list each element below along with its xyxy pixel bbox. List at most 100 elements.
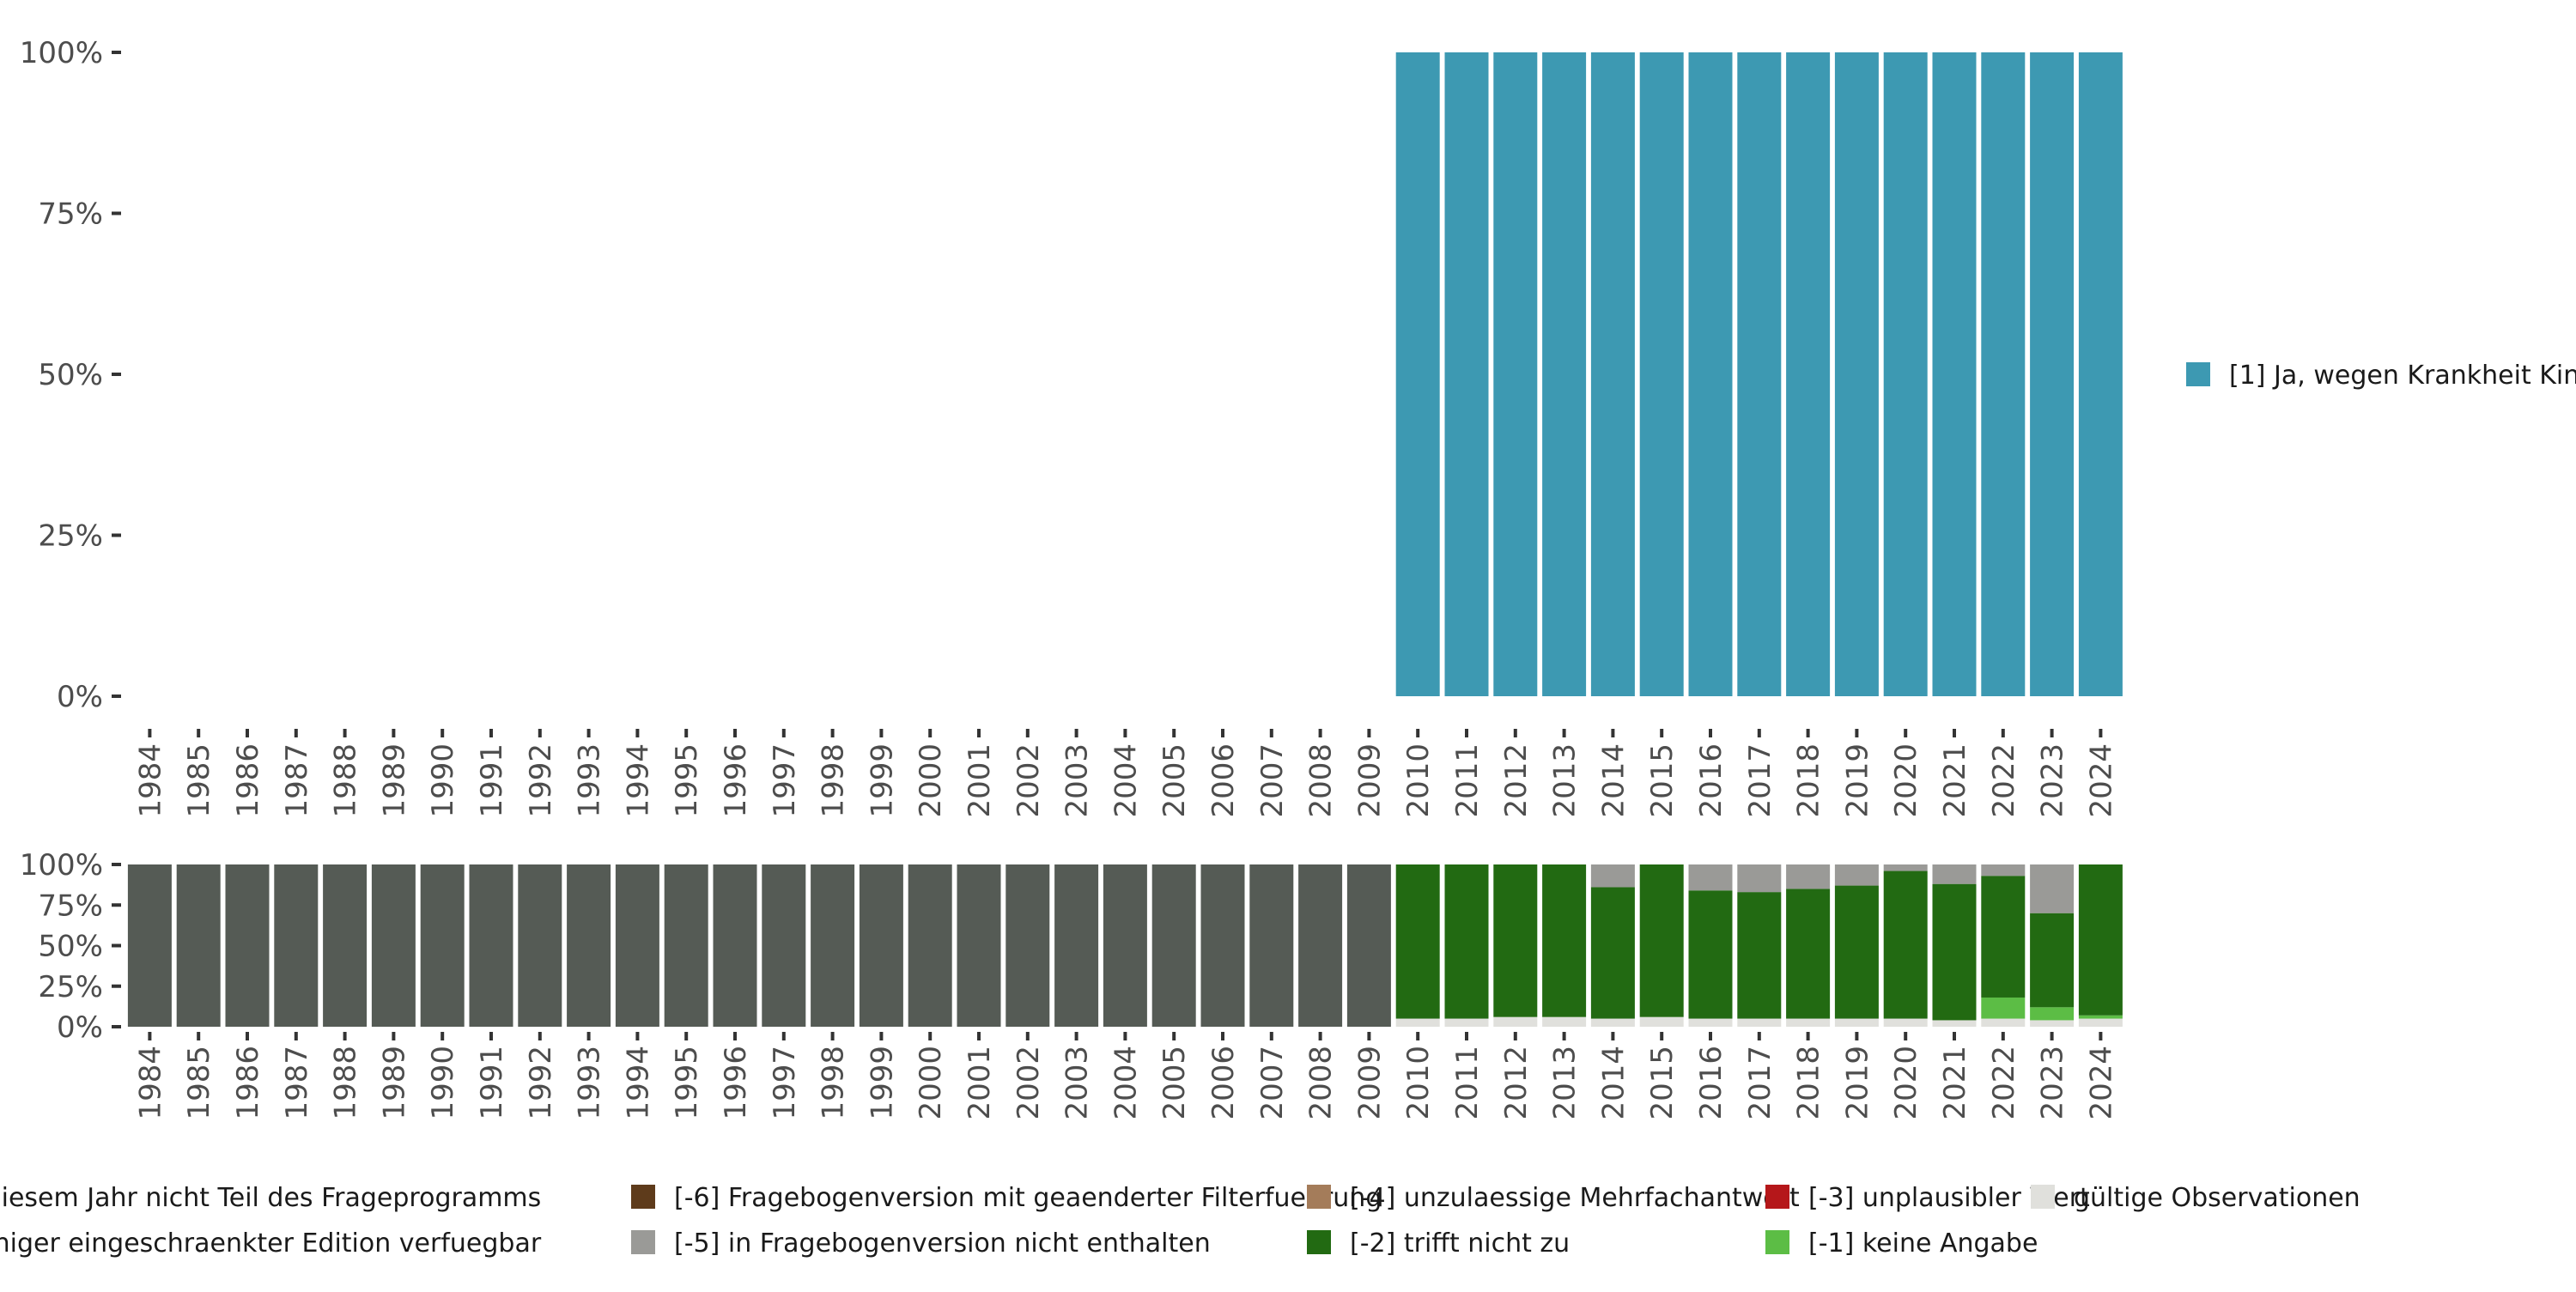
bottom-bar-segment xyxy=(1249,864,1294,1027)
bottom-xtick-label: 2018 xyxy=(1792,1046,1826,1120)
top-bar-segment xyxy=(1542,52,1587,696)
top-bar-segment xyxy=(1981,52,2026,696)
bottom-xtick-label: 2004 xyxy=(1109,1046,1143,1120)
top-bar-segment xyxy=(2030,52,2075,696)
bottom-xtick-label: 2009 xyxy=(1352,1046,1387,1120)
top-xtick-label: 2023 xyxy=(2036,743,2070,818)
top-bar-segment xyxy=(1493,52,1538,696)
top-xtick-label: 1990 xyxy=(426,743,460,818)
bottom-ytick-label: 0% xyxy=(57,1010,103,1045)
bottom-panel: 0% 25% 50% 75% 100% 1984 1985 1986 1987 1988 1989 1… xyxy=(20,848,2123,1120)
bottom-bar-segment xyxy=(1737,892,1782,1019)
top-xtick-label: 2012 xyxy=(1499,743,1534,818)
bottom-legend-swatch xyxy=(1307,1185,1331,1209)
bottom-bar-segment xyxy=(1737,1018,1782,1027)
top-xtick-label: 2010 xyxy=(1401,743,1436,818)
bottom-bar-segment xyxy=(1834,864,1879,886)
bottom-bar-segment xyxy=(1590,1018,1635,1027)
bottom-xtick-label: 1986 xyxy=(231,1046,265,1120)
top-xtick-label: 2022 xyxy=(1987,743,2021,818)
bottom-xtick-label: 2007 xyxy=(1255,1046,1290,1120)
bottom-ytick-label: 50% xyxy=(38,930,103,964)
top-bar-segment xyxy=(1883,52,1928,696)
bottom-xtick-label: 2010 xyxy=(1401,1046,1436,1120)
top-xtick-label: 2011 xyxy=(1450,743,1485,818)
bottom-bar-segment xyxy=(2078,1015,2123,1019)
bottom-xtick-label: 2022 xyxy=(1987,1046,2021,1120)
bottom-xtick-label: 2021 xyxy=(1938,1046,1972,1120)
bottom-xtick-label: 1994 xyxy=(621,1046,655,1120)
bottom-bar-segment xyxy=(1688,1018,1733,1027)
top-xtick-label: 2018 xyxy=(1792,743,1826,818)
bottom-bar-segment xyxy=(2078,1018,2123,1027)
bottom-bar-segment xyxy=(323,864,368,1027)
bottom-bar-segment xyxy=(615,864,659,1027)
bottom-legend-swatch xyxy=(631,1185,655,1209)
bottom-bar-segment xyxy=(1639,1016,1684,1027)
top-xtick-label: 1985 xyxy=(182,743,216,818)
top-xtick-label: 2005 xyxy=(1157,743,1192,818)
bottom-bar-segment xyxy=(1395,1018,1440,1027)
top-xtick-label: 2000 xyxy=(914,743,948,818)
top-xtick-label: 2008 xyxy=(1304,743,1339,818)
top-xtick-label: 1989 xyxy=(377,743,411,818)
bottom-bar-segment xyxy=(859,864,903,1027)
top-xtick-label: 2001 xyxy=(963,743,997,818)
top-bar-segment xyxy=(1444,52,1489,696)
bottom-bar-segment xyxy=(1298,864,1343,1027)
bottom-xtick-label: 1992 xyxy=(524,1046,558,1120)
bottom-bar-segment xyxy=(420,864,465,1027)
bottom-legend-swatch xyxy=(1765,1230,1789,1254)
top-bar-segment xyxy=(1688,52,1733,696)
bottom-bar-segment xyxy=(225,864,270,1027)
bottom-bar-segment xyxy=(274,864,319,1027)
bottom-xtick-label: 2020 xyxy=(1889,1046,1923,1120)
top-xtick-label: 2016 xyxy=(1694,743,1728,818)
bottom-xtick-label: 2008 xyxy=(1304,1046,1339,1120)
bottom-bar-segment xyxy=(2030,1020,2075,1027)
top-xtick-label: 2007 xyxy=(1255,743,1290,818)
bottom-xtick-label: 1989 xyxy=(377,1046,411,1120)
bottom-bar-segment xyxy=(1786,864,1831,889)
bottom-xtick-label: 2016 xyxy=(1694,1046,1728,1120)
top-legend: [1] Ja, wegen Krankheit Kind xyxy=(2186,361,2576,391)
bottom-bar-segment xyxy=(1786,889,1831,1019)
top-xtick-label: 2019 xyxy=(1840,743,1874,818)
bottom-xtick-label: 2017 xyxy=(1743,1046,1777,1120)
top-panel: 0% 25% 50% 75% 100% 1984 1985 1986 1987 1988 1989 1… xyxy=(20,36,2123,818)
top-legend-swatch xyxy=(2186,362,2210,386)
bottom-bar-segment xyxy=(567,864,611,1027)
bottom-bar-segment xyxy=(1883,864,1928,871)
top-xtick-label: 1994 xyxy=(621,743,655,818)
bottom-bar-segment xyxy=(469,864,513,1027)
bottom-xtick-label: 1987 xyxy=(280,1046,314,1120)
bottom-legend-label: [-7] nur in weniger eingeschraenkter Edi… xyxy=(0,1228,542,1259)
bottom-xtick-label: 2014 xyxy=(1596,1046,1631,1120)
bottom-xtick-label: 1995 xyxy=(670,1046,704,1120)
bottom-bar-segment xyxy=(1493,1016,1538,1027)
top-bar-segment xyxy=(1590,52,1635,696)
bottom-bar-segment xyxy=(1883,870,1928,1019)
top-xtick-label: 2003 xyxy=(1060,743,1095,818)
top-xtick-label: 2021 xyxy=(1938,743,1972,818)
top-bar-segment xyxy=(1834,52,1879,696)
top-xtick-label: 2004 xyxy=(1109,743,1143,818)
bottom-legend-label: [-1] keine Angabe xyxy=(1808,1228,2038,1259)
bottom-bar-segment xyxy=(1688,890,1733,1019)
bottom-bar-segment xyxy=(1688,864,1733,891)
top-ytick-label: 75% xyxy=(38,197,103,232)
bottom-legend-label: [-5] in Fragebogenversion nicht enthalte… xyxy=(674,1228,1211,1259)
bottom-bar-segment xyxy=(1590,864,1635,888)
top-xtick-label: 1993 xyxy=(573,743,607,818)
bottom-bar-segment xyxy=(762,864,806,1027)
bottom-bar-segment xyxy=(1737,864,1782,893)
bottom-xtick-label: 2011 xyxy=(1450,1046,1485,1120)
bottom-bar-segment xyxy=(1395,864,1440,1019)
bottom-xtick-label: 2013 xyxy=(1548,1046,1583,1120)
top-xtick-label: 2013 xyxy=(1548,743,1583,818)
bottom-bar-segment xyxy=(2030,913,2075,1008)
bottom-bar-segment xyxy=(1981,1018,2026,1027)
bottom-xtick-label: 1999 xyxy=(865,1046,899,1120)
